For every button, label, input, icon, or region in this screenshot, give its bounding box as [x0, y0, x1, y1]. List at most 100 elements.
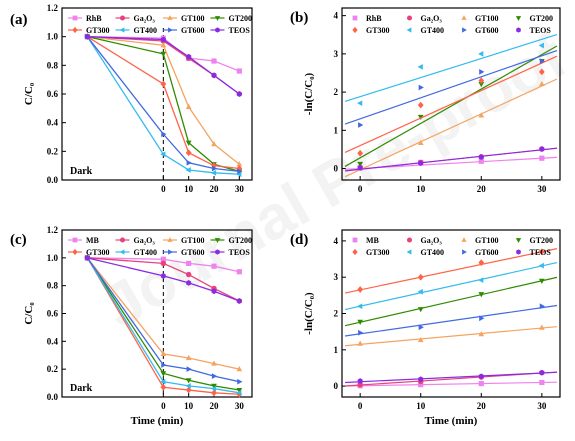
data-point	[160, 151, 166, 158]
data-point	[236, 171, 242, 178]
legend-marker	[214, 238, 221, 243]
legend-marker	[119, 15, 126, 21]
data-point	[186, 53, 192, 60]
legend-marker	[406, 15, 413, 21]
data-point	[160, 260, 167, 267]
chart-panel-c: 0 10 20 30 0.0 0.2 0.4 0.6 0.8 1.0 1.2 C/C₀ Time (mi…	[10, 225, 253, 427]
series-gt600	[344, 303, 558, 337]
chart-panel-d: 0 10 20 30 0 1 2 3 4 -ln(C/C₀) Time (min) (d) MB Ga₂O…	[290, 229, 561, 427]
data-point	[160, 42, 167, 48]
legend-marker	[352, 248, 358, 256]
legend-marker	[352, 26, 358, 34]
legend-marker	[516, 27, 521, 33]
data-point	[160, 256, 166, 262]
y-tick-label: 1.0	[47, 253, 59, 263]
x-tick-label: 10	[184, 184, 194, 194]
legend-label: GT300	[366, 248, 390, 257]
data-point	[185, 386, 192, 394]
chart-panel-a: 0 10 20 30 0.0 0.2 0.4 0.6 0.8 1.0 1.2 C/C₀ (a) Dark R…	[10, 3, 253, 194]
data-point	[357, 100, 363, 107]
data-point	[237, 378, 243, 385]
legend-label: GT200	[229, 14, 253, 23]
data-point	[211, 263, 217, 269]
legend-label: GT600	[475, 26, 499, 35]
x-tick-label: 20	[477, 401, 487, 411]
y-tick-label: 3	[334, 272, 339, 282]
data-point	[185, 378, 192, 384]
data-point	[478, 51, 484, 57]
data-point	[417, 273, 424, 281]
data-point	[211, 288, 217, 295]
x-tick-label: 20	[210, 401, 220, 411]
data-point	[236, 387, 243, 394]
legend-label: GT300	[86, 26, 110, 35]
data-point	[538, 262, 544, 269]
panel-label: (c)	[10, 232, 27, 248]
data-point	[186, 159, 192, 166]
data-point	[211, 383, 217, 389]
legend-label: TEOS	[530, 248, 552, 257]
series-gt400	[344, 33, 558, 107]
data-point	[479, 315, 485, 322]
fit-line	[344, 49, 558, 125]
y-tick-label: 2	[334, 87, 339, 97]
data-point	[357, 340, 364, 346]
series-gt400	[344, 261, 558, 311]
data-point	[478, 158, 484, 164]
data-point	[478, 380, 484, 387]
x-tick-label: 0	[358, 401, 363, 411]
fit-line	[344, 147, 558, 172]
series-teos	[344, 369, 558, 384]
series-gt600	[344, 49, 558, 128]
legend-label: Ga₂O₃	[421, 236, 443, 245]
legend-marker	[461, 15, 467, 20]
data-point	[417, 288, 423, 295]
data-point	[211, 360, 217, 366]
series-teos	[84, 33, 242, 97]
legend-label: GT400	[421, 26, 445, 35]
data-point	[185, 149, 192, 157]
legend-label: GT300	[86, 248, 110, 257]
legend-label: Ga₂O₃	[421, 14, 443, 23]
y-tick-label: 1.2	[47, 225, 59, 235]
y-tick-label: 0.6	[47, 89, 59, 99]
data-point	[236, 298, 242, 304]
data-point	[478, 277, 484, 283]
fit-line	[344, 276, 558, 327]
legend-label: GT200	[530, 14, 554, 23]
y-axis-title: C/C₀	[23, 82, 35, 105]
legend: RhB Ga₂O₃ GT100 GT200 GT300 GT400 GT600 TEOS	[352, 14, 553, 35]
y-tick-label: 0	[334, 164, 339, 174]
legend-marker	[72, 26, 78, 34]
data-point	[358, 329, 364, 336]
data-point	[236, 91, 242, 97]
data-point	[357, 149, 364, 157]
data-point	[357, 286, 364, 293]
data-point	[417, 139, 424, 146]
series-ga-o	[344, 369, 558, 388]
data-point	[478, 292, 485, 298]
x-tick-label: 30	[235, 184, 245, 194]
legend-marker	[515, 16, 522, 21]
y-tick-label: 0.8	[47, 60, 59, 70]
data-point	[417, 336, 424, 343]
y-tick-label: 0.0	[47, 175, 59, 185]
legend-label: GT100	[181, 14, 205, 23]
y-tick-label: 1	[334, 345, 339, 355]
data-point	[538, 80, 545, 87]
legend-marker	[516, 249, 521, 255]
data-point	[538, 248, 545, 256]
legend-label: TEOS	[229, 248, 251, 257]
legend-marker	[406, 237, 413, 243]
data-point	[210, 169, 217, 176]
legend-label: Ga₂O₃	[134, 14, 156, 23]
y-axis-title: -ln(C/C₀)	[303, 72, 315, 115]
series-gt200	[344, 276, 558, 327]
x-tick-label: 30	[235, 401, 245, 411]
data-point	[539, 379, 545, 386]
data-point	[418, 160, 424, 167]
y-tick-label: 0.2	[47, 146, 59, 156]
fit-line	[344, 371, 558, 384]
x-tick-label: 10	[416, 184, 426, 194]
fit-line	[344, 33, 558, 103]
